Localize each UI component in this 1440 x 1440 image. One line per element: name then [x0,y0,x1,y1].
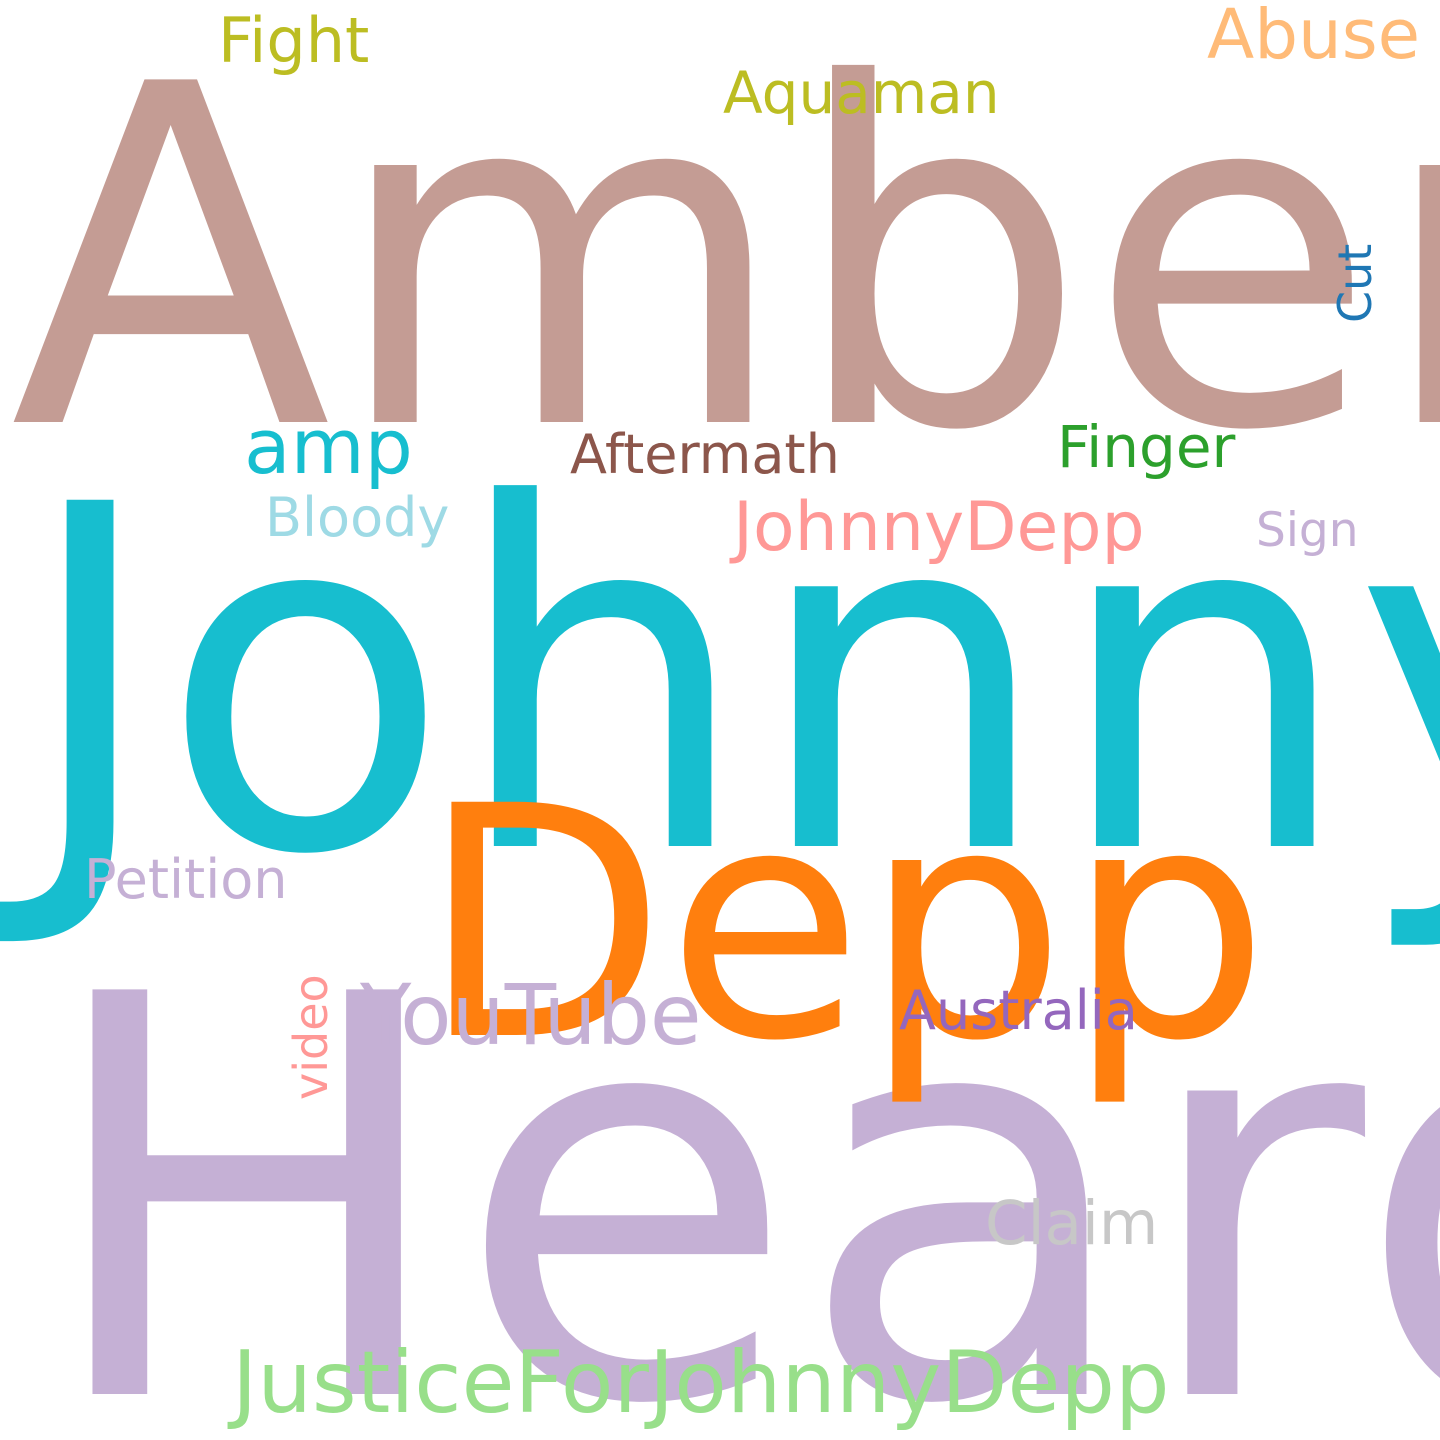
word-amber: Amber [10,0,1440,533]
word-aquaman: Aquaman [723,59,1000,127]
word-claim: Claim [985,1188,1159,1259]
word-johnny: Johnny [20,406,1440,959]
word-amp: amp [244,402,413,491]
word-cut: Cut [1328,243,1382,323]
word-aftermath: Aftermath [570,423,840,486]
word-bloody: Bloody [265,486,450,549]
word-australia: Australia [899,979,1138,1042]
word-abuse: Abuse [1207,0,1421,75]
word-justicefor: JusticeForJohnnyDepp [232,1333,1170,1433]
word-fight: Fight [218,4,370,77]
word-johnnydepp: JohnnyDepp [733,488,1145,567]
word-sign: Sign [1256,503,1359,558]
word-finger: Finger [1057,413,1236,481]
word-depp: Depp [420,739,1270,1111]
word-heard: Heard [38,879,1440,1440]
word-petition: Petition [84,848,288,911]
word-video: video [284,974,338,1100]
word-youtube: YouTube [360,966,702,1064]
